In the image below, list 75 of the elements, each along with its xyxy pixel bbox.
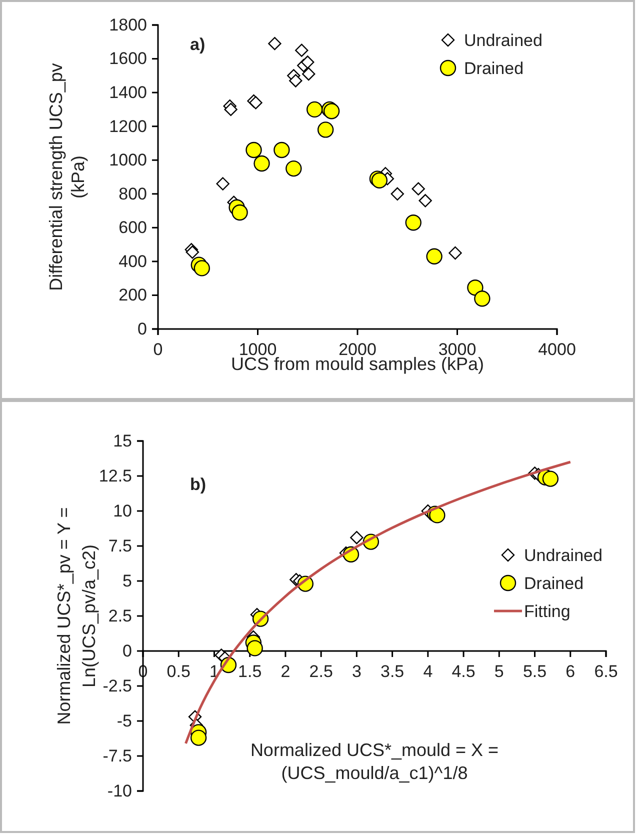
x-tick-label: 6: [566, 662, 576, 682]
y-tick-label: 12.5: [98, 466, 132, 486]
x-tick-label: 5: [494, 662, 504, 682]
legend-label: Undrained: [464, 31, 542, 50]
x-tick-label: 4.5: [452, 662, 476, 682]
point: [429, 507, 446, 524]
point: [390, 187, 404, 200]
y-axis-title: Differential strength UCS_pv (kPa): [46, 63, 88, 291]
point: [418, 194, 432, 208]
point: [286, 160, 302, 177]
point: [306, 101, 323, 118]
point: [467, 280, 484, 296]
point: [301, 56, 314, 69]
y-tick-label: 5: [122, 571, 132, 590]
x-tick-label: 1.5: [238, 662, 262, 682]
point: [246, 640, 263, 656]
point: [194, 260, 210, 276]
y-tick-label: 2.5: [108, 606, 132, 626]
x-tick-label: 2: [280, 662, 290, 682]
y-tick-label: -10: [107, 781, 132, 800]
x-axis-title: Normalized UCS*_mould = X = (UCS_mould/a_c1)^1/8: [250, 740, 499, 783]
point: [350, 531, 364, 544]
y-tick-label: 1800: [109, 15, 147, 34]
point: [412, 182, 425, 196]
y-tick-label: 1600: [109, 49, 147, 68]
point: [274, 142, 290, 158]
point: [268, 36, 282, 50]
point: [246, 142, 262, 158]
x-tick-label: 0.5: [166, 662, 190, 682]
y-tick-label: -2.5: [102, 676, 132, 696]
point: [405, 214, 422, 231]
point: [426, 248, 442, 264]
x-tick-label: 2.5: [309, 662, 333, 682]
y-tick-label: 1400: [109, 82, 147, 102]
y-tick-label: -7.5: [102, 746, 132, 766]
legend-label: Drained: [464, 59, 524, 78]
y-tick-label: 10: [113, 501, 132, 520]
point: [186, 246, 200, 259]
point: [224, 102, 238, 116]
point: [474, 290, 490, 307]
y-tick-label: 1000: [109, 150, 147, 170]
y-axis-title: Normalized UCS*_pv = Y = Ln(UCS_pv/a_c2): [54, 507, 99, 725]
y-tick-label: 0: [138, 319, 147, 338]
point: [542, 470, 559, 487]
y-tick-label: 1200: [109, 116, 147, 136]
y-tick-label: -5: [116, 711, 132, 730]
x-tick-label: 5.5: [522, 662, 547, 682]
x-tick-label: 0: [153, 340, 163, 360]
legend-label: Drained: [524, 574, 584, 593]
y-tick-label: 0: [122, 641, 132, 660]
annotation: a): [190, 35, 206, 54]
x-tick-label: 3.5: [380, 662, 404, 682]
y-tick-label: 600: [118, 218, 147, 238]
x-tick-label: 4000: [538, 340, 576, 360]
annotation: b): [190, 475, 206, 494]
x-tick-label: 4: [423, 662, 433, 682]
point: [302, 67, 316, 81]
x-axis-title: UCS from mould samples (kPa): [230, 354, 484, 374]
point: [289, 74, 302, 88]
y-tick-label: 15: [113, 431, 132, 450]
y-tick-label: 7.5: [108, 536, 132, 556]
point: [216, 177, 230, 190]
y-tick-label: 800: [118, 184, 147, 204]
point: [295, 44, 308, 57]
point: [232, 204, 248, 221]
x-tick-label: 3: [352, 662, 362, 682]
y-tick-label: 200: [118, 286, 147, 305]
legend-label: Undrained: [524, 546, 602, 565]
x-tick-label: 6.5: [594, 662, 618, 682]
point: [317, 122, 334, 138]
y-tick-label: 400: [118, 252, 147, 271]
point: [190, 730, 207, 746]
point: [254, 155, 270, 172]
legend-label: Fitting: [524, 602, 570, 621]
point: [448, 246, 462, 260]
